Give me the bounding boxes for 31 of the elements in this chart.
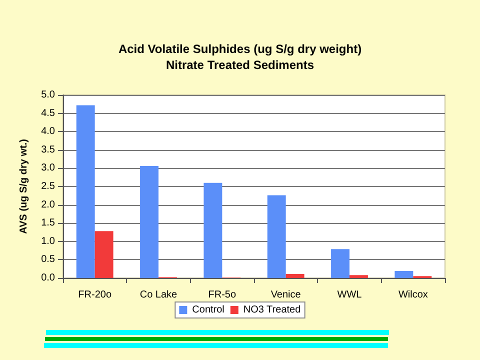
legend-label: NO3 Treated bbox=[243, 304, 301, 316]
y-tick-label: 2.0 bbox=[41, 199, 56, 210]
y-tick-label: 5.0 bbox=[41, 90, 56, 100]
x-tick-label: FR-5o bbox=[208, 290, 236, 300]
x-tick-label: WWL bbox=[337, 290, 362, 300]
x-tick-label: Co Lake bbox=[140, 290, 178, 300]
bar bbox=[94, 231, 114, 278]
bar bbox=[204, 182, 222, 278]
x-tick-label: Wilcox bbox=[398, 290, 428, 300]
y-axis-title: AVS (ug S/g dry wt.) bbox=[18, 139, 30, 234]
chart-title: Acid Volatile Sulphides (ug S/g dry weight) bbox=[118, 42, 362, 56]
legend-label: Control bbox=[192, 304, 224, 316]
x-tick-label: FR-20o bbox=[78, 290, 112, 300]
bar bbox=[140, 166, 158, 278]
y-tick-label: 4.0 bbox=[41, 126, 56, 138]
bar bbox=[267, 195, 286, 278]
bar bbox=[331, 249, 350, 278]
bar bbox=[286, 274, 304, 278]
y-tick-label: 3.5 bbox=[41, 144, 56, 156]
y-tick-label: 3.0 bbox=[41, 162, 56, 174]
y-tick-label: 4.5 bbox=[41, 108, 56, 119]
x-tick-label: Venice bbox=[270, 290, 302, 300]
chart-subtitle: Nitrate Treated Sediments bbox=[166, 58, 314, 72]
y-tick-label: 0.5 bbox=[41, 254, 56, 266]
y-tick-label: 0.0 bbox=[41, 272, 56, 284]
y-tick-label: 1.5 bbox=[41, 218, 56, 229]
y-tick-label: 2.5 bbox=[41, 181, 56, 192]
bar bbox=[76, 105, 95, 278]
y-tick-label: 1.0 bbox=[41, 236, 56, 247]
bar bbox=[394, 271, 414, 278]
bar bbox=[350, 275, 368, 278]
